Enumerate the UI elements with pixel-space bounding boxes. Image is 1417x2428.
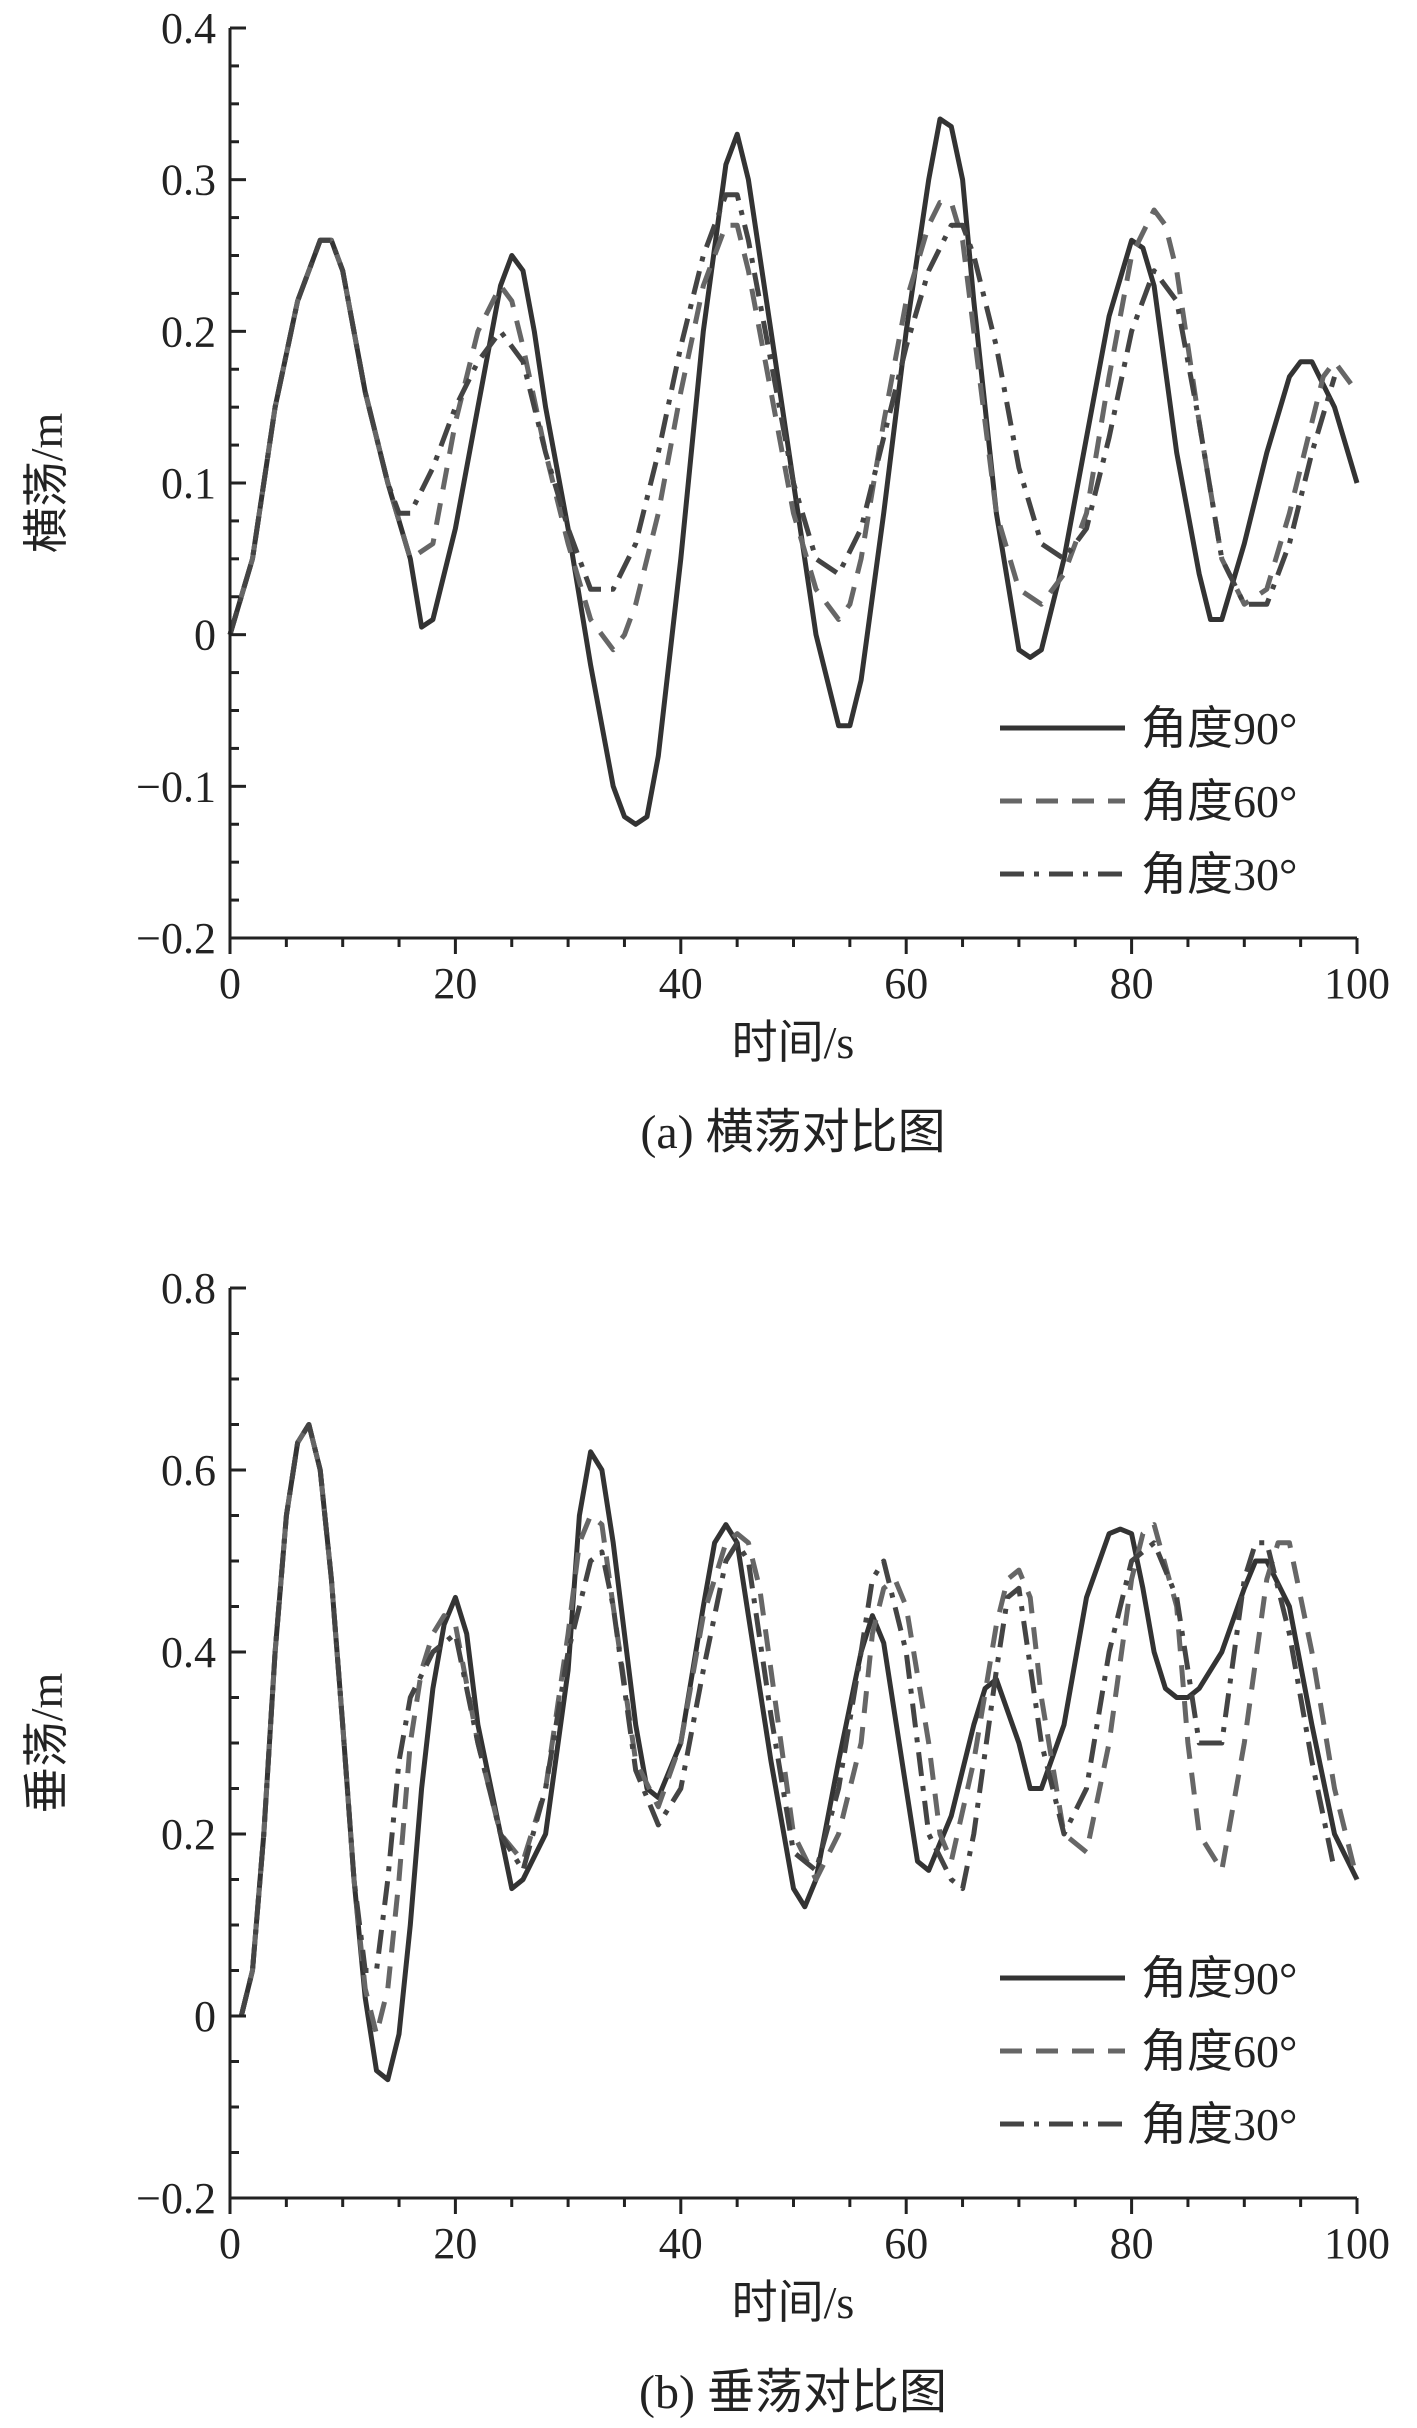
a-series-line-3 [227, 192, 1337, 636]
a-series-line-2 [227, 199, 1360, 653]
chart-b-caption: (b) 垂荡对比图 [639, 2366, 947, 2419]
chart-a-x-title: 时间/s [732, 1017, 855, 1068]
a-x-tick-label: 60 [884, 959, 928, 1008]
b-y-tick-label: 0.4 [161, 1628, 216, 1677]
a-legend-label: 角度90° [1141, 703, 1297, 754]
a-y-tick-label: 0.4 [161, 4, 216, 53]
chart-b: 0 20 40 60 80 100−0.200.20.40.60.8 垂荡/m 时间/s … [21, 1264, 1390, 2419]
b-series-line-2 [238, 1422, 1360, 2037]
b-y-tick-label: 0 [194, 1992, 216, 2041]
b-series-line-3 [238, 1422, 1337, 2017]
b-x-tick-label: 40 [659, 2219, 703, 2268]
b-x-tick-label: 60 [884, 2219, 928, 2268]
a-y-tick-label: −0.1 [136, 762, 216, 811]
chart-b-legend: 角度90° 角度60° 角度30° [1000, 1953, 1297, 2150]
b-legend-label: 角度90° [1141, 1953, 1297, 2004]
chart-a: 0 20 40 60 80 100 −0.2 −0.1 0 0.1 0.2 0.3 0.4 横荡/m 时… [21, 4, 1390, 1159]
a-y-tick-label: 0.2 [161, 307, 216, 356]
chart-a-y-title: 横荡/m [21, 413, 72, 554]
b-x-tick-label: 0 [219, 2219, 241, 2268]
chart-a-legend: 角度90° 角度60° 角度30° [1000, 703, 1297, 900]
chart-b-series-group [238, 1422, 1360, 2083]
a-y-tick-label: 0.3 [161, 156, 216, 205]
a-x-tick-label: 40 [659, 959, 703, 1008]
a-x-tick-label: 80 [1110, 959, 1154, 1008]
b-legend-label: 角度60° [1141, 2026, 1297, 2077]
b-y-tick-label: −0.2 [136, 2174, 216, 2223]
a-y-tick-label: 0 [194, 611, 216, 660]
b-y-tick-label: 0.8 [161, 1264, 216, 1313]
chart-b-x-title: 时间/s [732, 2277, 855, 2328]
a-x-tick-label: 0 [219, 959, 241, 1008]
chart-a-series-group [227, 116, 1360, 827]
b-x-tick-label: 80 [1110, 2219, 1154, 2268]
b-x-tick-label: 100 [1324, 2219, 1390, 2268]
a-y-tick-label: 0.1 [161, 459, 216, 508]
chart-a-tick-labels: 0 20 40 60 80 100 −0.2 −0.1 0 0.1 0.2 0.3 0.4 [136, 4, 1390, 1008]
b-y-tick-label: 0.2 [161, 1810, 216, 1859]
b-y-tick-label: 0.6 [161, 1446, 216, 1495]
b-legend-label: 角度30° [1141, 2099, 1297, 2150]
a-legend-label: 角度60° [1141, 776, 1297, 827]
a-y-tick-label: −0.2 [136, 914, 216, 963]
chart-b-tick-labels: 0 20 40 60 80 100−0.200.20.40.60.8 [136, 1264, 1390, 2268]
b-x-tick-label: 20 [433, 2219, 477, 2268]
a-x-tick-label: 20 [433, 959, 477, 1008]
chart-b-y-title: 垂荡/m [21, 1673, 72, 1814]
a-x-tick-label: 100 [1324, 959, 1390, 1008]
a-legend-label: 角度30° [1141, 849, 1297, 900]
chart-a-caption: (a) 横荡对比图 [640, 1106, 945, 1159]
